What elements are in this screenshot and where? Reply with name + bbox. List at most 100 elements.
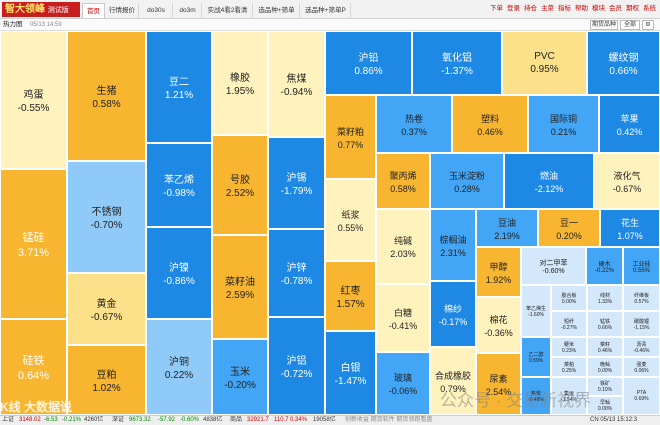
heatmap-tile[interactable]: 沪锌 -0.78% xyxy=(268,229,325,317)
heatmap-tile[interactable]: 氧化铝 -1.37% xyxy=(412,31,502,95)
heatmap-tile[interactable]: 菜粕 0.25% xyxy=(551,357,587,377)
tile-change: 0.95% xyxy=(530,64,559,75)
heatmap-tile[interactable]: 硅铁 0.64% xyxy=(0,319,67,415)
menu-item[interactable]: 下单 xyxy=(490,5,503,12)
heatmap-tile[interactable]: 号胶 2.52% xyxy=(212,135,268,235)
menu-item[interactable]: 持仓 xyxy=(524,5,537,12)
heatmap-tile[interactable]: 菜籽油 2.59% xyxy=(212,235,268,339)
heatmap-tile[interactable]: PTA 0.69% xyxy=(623,377,660,415)
heatmap-tile[interactable]: 胶合板 0.00% xyxy=(551,285,587,311)
heatmap-tile[interactable]: 纯碱 2.03% xyxy=(376,209,430,284)
heatmap-tile[interactable]: 螺纹钢 0.66% xyxy=(587,31,660,95)
heatmap-tile[interactable]: 焦煤 -0.94% xyxy=(268,31,325,137)
heatmap-tile[interactable]: 玻璃 -0.06% xyxy=(376,352,430,415)
heatmap-tile[interactable]: 菜籽粕 0.77% xyxy=(325,95,376,179)
tab-home[interactable]: 首页 xyxy=(82,3,105,18)
heatmap-tile[interactable]: 棉纱 -0.17% xyxy=(430,281,476,347)
category-select[interactable]: 期货品种 xyxy=(590,20,618,30)
app-logo[interactable]: 智大领峰 测试版 xyxy=(2,2,80,17)
heatmap-tile[interactable]: 沪镍 -0.86% xyxy=(146,227,212,319)
tile-name: 棕榈油 xyxy=(439,234,467,245)
menu-item[interactable]: 主菜 xyxy=(541,5,554,12)
heatmap-tile[interactable]: 强麦 0.06% xyxy=(623,357,660,377)
heatmap-tile[interactable]: 乙二醇 0.59% xyxy=(521,337,551,377)
heatmap-tile[interactable]: 工业硅 0.55% xyxy=(623,247,660,285)
menu-item[interactable]: 模块 xyxy=(592,5,605,12)
heatmap-tile[interactable]: 早籼 0.00% xyxy=(587,396,623,415)
heatmap-tile[interactable]: 红枣 1.57% xyxy=(325,261,376,331)
heatmap-tile[interactable]: 铁矿 0.10% xyxy=(587,377,623,396)
tile-change: 0.23% xyxy=(561,347,577,354)
menu-item[interactable]: 指标 xyxy=(558,5,571,12)
menu-item[interactable]: 帮助 xyxy=(575,5,588,12)
settings-icon[interactable]: ⚙ xyxy=(642,20,654,30)
heatmap-tile[interactable]: 尿素 2.54% xyxy=(476,353,521,415)
heatmap-tile[interactable]: 短纤 -0.27% xyxy=(551,311,587,337)
menu-item[interactable]: 期权 xyxy=(626,5,639,12)
heatmap-tile[interactable]: 鸡蛋 -0.55% xyxy=(0,31,67,169)
heatmap-tile[interactable]: 棕榈油 2.31% xyxy=(430,209,476,281)
heatmap-tile[interactable]: 棉花 -0.36% xyxy=(476,297,521,353)
status-value: -6.53 xyxy=(44,417,58,423)
heatmap-tile[interactable]: 苯乙烯生 -1.60% xyxy=(521,285,551,337)
tab-do30s[interactable]: do30s xyxy=(140,3,173,18)
heatmap-tile[interactable]: 玉米淀粉 0.28% xyxy=(430,153,504,209)
heatmap-tile[interactable]: 沪铝 -0.72% xyxy=(268,317,325,415)
heatmap-tile[interactable]: 豆粕 1.02% xyxy=(67,345,146,415)
heatmap-tile[interactable]: 橡胶 1.95% xyxy=(212,31,268,135)
heatmap-tile[interactable]: 苯乙烯 -0.98% xyxy=(146,143,212,227)
tab-select-p[interactable]: 选品种+筛单P xyxy=(301,3,351,18)
tab-strategy[interactable]: 实战4看2看清 xyxy=(203,3,253,18)
heatmap-tile[interactable]: 白糖 -0.41% xyxy=(376,284,430,352)
tile-change: 0.55% xyxy=(632,267,650,274)
filter-all-button[interactable]: 全部 xyxy=(620,20,640,30)
heatmap-tile[interactable]: 沪锡 -1.79% xyxy=(268,137,325,229)
tile-name: 沪锡 xyxy=(286,173,307,184)
tab-quotes[interactable]: 行情报价 xyxy=(106,3,139,18)
heatmap-tile[interactable]: PVC 0.95% xyxy=(502,31,587,95)
heatmap-tile[interactable]: 黄金 -0.67% xyxy=(67,273,146,345)
heatmap-tile[interactable]: 沥青 -0.46% xyxy=(623,337,660,357)
heatmap-tile[interactable]: 不锈钢 -0.70% xyxy=(67,161,146,273)
heatmap-tile[interactable]: 锰铁 0.66% xyxy=(587,311,623,337)
heatmap-tile[interactable]: 塑料 0.46% xyxy=(452,95,528,153)
menu-item[interactable]: 系统 xyxy=(643,5,656,12)
heatmap-tile[interactable]: 线材 1.33% xyxy=(587,285,623,311)
tile-name: 乙二醇 xyxy=(528,351,544,358)
tile-name: 菜籽 xyxy=(599,341,610,348)
heatmap-tile[interactable]: 对二甲苯 -0.60% xyxy=(521,247,586,285)
heatmap-tile[interactable]: 焦炭 -0.48% xyxy=(521,377,551,415)
heatmap-tile[interactable]: 菜籽 0.46% xyxy=(587,337,623,357)
heatmap-tile[interactable]: 豆油 2.19% xyxy=(476,209,538,247)
heatmap-tile[interactable]: 玉米 -0.20% xyxy=(212,339,268,415)
menu-item[interactable]: 会员 xyxy=(609,5,622,12)
heatmap-tile[interactable]: 豆一 0.20% xyxy=(538,209,600,247)
heatmap-tile[interactable]: 合成橡胶 0.79% xyxy=(430,347,476,415)
heatmap-tile[interactable]: 锰硅 3.71% xyxy=(0,169,67,319)
heatmap-tile[interactable]: 液化气 -0.67% xyxy=(594,153,660,209)
heatmap-tile[interactable]: 甲醇 1.92% xyxy=(476,247,521,297)
heatmap-tile[interactable]: 热卷 0.37% xyxy=(376,95,452,153)
heatmap-tile[interactable]: 花生 1.07% xyxy=(600,209,660,247)
heatmap-tile[interactable]: 生猪 0.58% xyxy=(67,31,146,161)
heatmap-tile[interactable]: 粳米 0.23% xyxy=(551,337,587,357)
heatmap-tile[interactable]: 纤维板 0.57% xyxy=(623,285,660,311)
heatmap-tile[interactable]: 国际铜 0.21% xyxy=(528,95,599,153)
heatmap-tile[interactable]: 碳酸锂 -1.15% xyxy=(623,311,660,337)
heatmap-tile[interactable]: 硬木 -0.22% xyxy=(586,247,623,285)
menu-item[interactable]: 登录 xyxy=(507,5,520,12)
heatmap-tile[interactable]: 白银 -1.47% xyxy=(325,331,376,415)
heatmap-tile[interactable]: 聚丙烯 0.58% xyxy=(376,153,430,209)
heatmap-tile[interactable]: 燃油 -2.12% xyxy=(504,153,594,209)
tab-do3m[interactable]: do3m xyxy=(174,3,202,18)
heatmap-tile[interactable]: 沪铜 0.22% xyxy=(146,319,212,415)
heatmap-tile[interactable]: 集运 -1.54% xyxy=(551,377,587,415)
heatmap-tile[interactable]: 晚籼 0.00% xyxy=(587,357,623,377)
heatmap-tile[interactable]: 纸浆 0.55% xyxy=(325,179,376,261)
heatmap-tile[interactable]: 苹果 0.42% xyxy=(599,95,660,153)
heatmap-tile[interactable]: 沪铅 0.86% xyxy=(325,31,412,95)
heatmap-tile[interactable]: 豆二 1.21% xyxy=(146,31,212,143)
tab-select[interactable]: 选品种+筛单 xyxy=(254,3,300,18)
tile-name: 沥青 xyxy=(636,341,647,348)
tile-change: -0.86% xyxy=(163,276,195,287)
